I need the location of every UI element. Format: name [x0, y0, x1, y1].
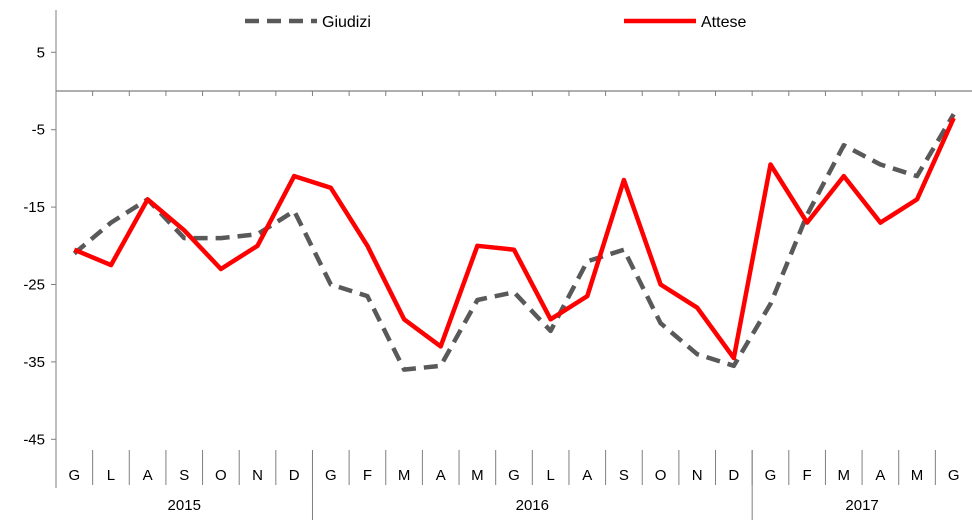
y-tick-label: -25 — [23, 277, 45, 294]
x-tick-label: A — [582, 467, 592, 484]
series-line-attese — [73, 117, 956, 361]
x-tick-label: G — [68, 467, 80, 484]
legend-label-giudizi: Giudizi — [322, 14, 371, 31]
x-tick-label: A — [875, 467, 885, 484]
y-tick-label: -5 — [32, 122, 45, 139]
x-tick-label: L — [107, 467, 115, 484]
x-tick-label: M — [471, 467, 484, 484]
x-tick-label: O — [215, 467, 227, 484]
year-label: 2016 — [516, 497, 549, 514]
x-tick-label: G — [325, 467, 337, 484]
x-tick-label: M — [911, 467, 924, 484]
x-tick-label: M — [398, 467, 411, 484]
x-tick-label: F — [363, 467, 372, 484]
axes-layer — [51, 10, 972, 520]
x-tick-label: O — [655, 467, 667, 484]
legend-label-attese: Attese — [701, 14, 746, 31]
x-tick-label: D — [289, 467, 300, 484]
series-layer — [72, 113, 956, 372]
x-tick-label: A — [143, 467, 153, 484]
x-tick-label: G — [508, 467, 520, 484]
x-tick-label: S — [619, 467, 629, 484]
x-tick-label: G — [948, 467, 960, 484]
year-label: 2017 — [845, 497, 878, 514]
x-tick-label: D — [728, 467, 739, 484]
labels-layer: 5 -5 -15 -25 -35 -45 G L A S O N D G F M A M G L A S O N D G F M A M G… — [23, 44, 959, 514]
legend: Giudizi Attese — [245, 14, 746, 31]
x-tick-label: N — [252, 467, 263, 484]
x-tick-label: S — [179, 467, 189, 484]
x-tick-label: M — [838, 467, 851, 484]
y-tick-label: -35 — [23, 354, 45, 371]
year-label: 2015 — [168, 497, 201, 514]
y-tick-label: -15 — [23, 199, 45, 216]
x-tick-label: G — [765, 467, 777, 484]
series-line-giudizi — [72, 113, 956, 372]
x-tick-label: L — [546, 467, 554, 484]
x-tick-label: N — [692, 467, 703, 484]
x-tick-label: A — [436, 467, 446, 484]
x-tick-label: F — [803, 467, 812, 484]
y-tick-label: -45 — [23, 431, 45, 448]
y-tick-label: 5 — [37, 44, 45, 61]
